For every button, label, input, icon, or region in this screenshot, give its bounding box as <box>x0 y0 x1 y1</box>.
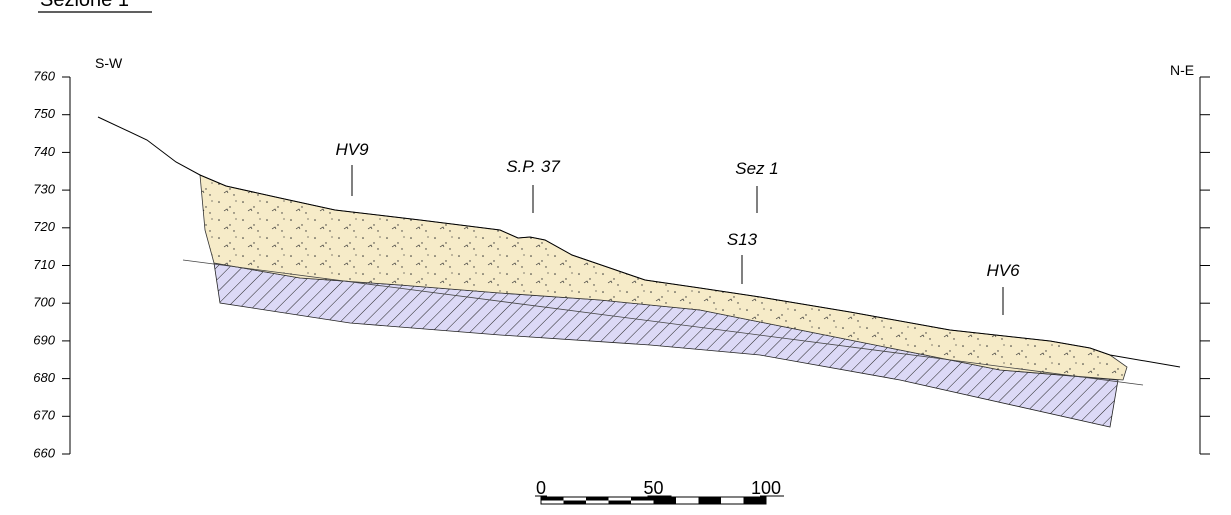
y-tick-label: 700 <box>33 295 55 310</box>
scale-segment <box>743 497 766 504</box>
scale-segment <box>541 497 564 501</box>
annotation: S.P. 37 <box>506 157 560 176</box>
y-tick-label: 690 <box>33 332 55 347</box>
y-tick-label: 740 <box>33 144 55 159</box>
scale-label: 100 <box>751 478 781 498</box>
ground-profile <box>97 116 1181 368</box>
y-tick-label: 720 <box>33 219 55 234</box>
y-tick-label: 670 <box>33 408 55 423</box>
y-tick-label: 730 <box>33 182 55 197</box>
scale-label: 50 <box>643 478 663 498</box>
scale-segment <box>608 500 631 504</box>
y-tick-label: 660 <box>33 445 55 460</box>
annotation: Sez 1 <box>735 159 778 178</box>
scale-label: 0 <box>536 478 546 498</box>
scale-segment <box>653 497 676 504</box>
contact-line <box>182 259 1144 386</box>
annotation: HV9 <box>335 140 369 159</box>
direction-left: S-W <box>95 55 123 71</box>
annotation: HV6 <box>986 261 1020 280</box>
scale-bar <box>540 496 767 505</box>
scale-segment <box>698 497 721 504</box>
scale-segment <box>631 497 654 501</box>
direction-right: N-E <box>1170 62 1194 78</box>
y-tick-label: 680 <box>33 370 55 385</box>
y-tick-label: 750 <box>33 106 55 121</box>
y-tick-label: 760 <box>33 68 55 83</box>
scale-segment <box>563 500 586 504</box>
annotation: S13 <box>727 230 758 249</box>
y-tick-label: 710 <box>33 257 55 272</box>
title: Sezione 1 <box>40 0 129 11</box>
scale-segment <box>586 497 609 501</box>
